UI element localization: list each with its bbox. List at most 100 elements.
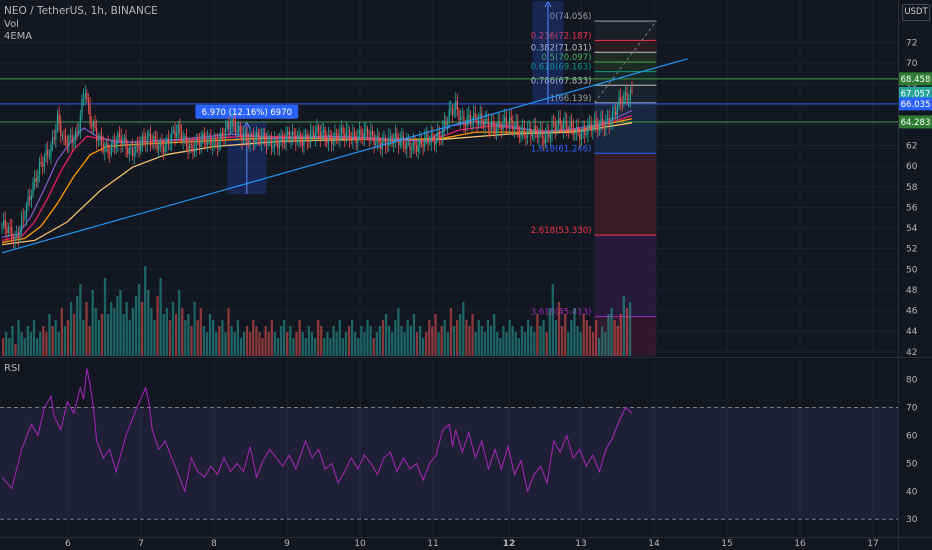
volume-bar [375, 332, 378, 356]
volume-bar [128, 320, 131, 356]
candle-body [322, 129, 325, 132]
volume-bar [425, 332, 428, 356]
candle-body [71, 135, 73, 143]
candle-body [96, 128, 98, 141]
candle-body [370, 131, 372, 139]
volume-indicator-label[interactable]: Vol [4, 19, 19, 30]
price-tag-box [899, 115, 932, 129]
candle-body [63, 135, 65, 137]
candle-body [24, 217, 26, 219]
candle-body [368, 137, 370, 139]
candle-body [546, 131, 548, 134]
volume-bar [45, 332, 48, 356]
volume-bar [279, 326, 283, 356]
fib-zone [594, 21, 657, 41]
candle-body [492, 122, 494, 126]
rsi-tick-label: 70 [906, 403, 918, 413]
candle-body [167, 138, 170, 144]
candle-body [549, 134, 551, 138]
time-tick-label: 11 [427, 539, 438, 549]
fib-extension-tool[interactable]: 0(74.056) 0.236(72.187) 0.382(71.031)0.5(7… [531, 12, 657, 356]
candle-body [34, 178, 36, 182]
candle-body [184, 135, 186, 138]
candle-body [331, 135, 333, 144]
price-tick-label: 72 [906, 38, 917, 48]
candle-body [81, 98, 83, 116]
candle-body [340, 127, 343, 134]
currency-button[interactable]: USDT [902, 4, 930, 21]
candle-body [629, 89, 631, 100]
candle-body [246, 132, 248, 142]
volume-bar [233, 332, 236, 356]
candle-body [515, 122, 517, 128]
volume-bar [97, 320, 101, 356]
volume-bar [323, 338, 326, 356]
candle-body [256, 132, 258, 140]
candle-body [353, 132, 356, 136]
candle-body [432, 134, 434, 137]
candle-body [469, 114, 472, 124]
fib-level-label: 0.786(67.833) [531, 76, 592, 86]
trendline[interactable] [1, 58, 688, 254]
candle-body [399, 140, 401, 146]
candle-body [1, 224, 3, 226]
candle-body [169, 142, 171, 144]
candle-body [373, 134, 375, 146]
candle-body [198, 141, 201, 147]
volume-bar [168, 320, 172, 356]
candle-body [136, 143, 139, 146]
candle-body [43, 156, 46, 167]
volume-bar [508, 320, 511, 356]
measure-label-box [195, 104, 299, 119]
candle-body [306, 134, 308, 142]
candle-body [177, 124, 179, 133]
candle-body [623, 94, 625, 104]
candle-body [610, 121, 612, 126]
candle-body [363, 131, 365, 140]
candle-body [494, 125, 496, 134]
volume-bar [551, 284, 554, 356]
fib-level-label: 0(74.056) [550, 12, 592, 22]
volume-bar [187, 314, 190, 356]
volume-bar [564, 314, 567, 356]
volume-bar [338, 320, 341, 356]
volume-bar [360, 326, 363, 356]
volume-bar [249, 332, 252, 356]
volume-bar [344, 332, 348, 356]
volume-bar [363, 332, 366, 356]
candle-body [562, 122, 565, 130]
candle-body [16, 234, 18, 236]
candle-body [430, 134, 432, 143]
candle-body [210, 136, 212, 146]
candle-body [244, 132, 246, 136]
candle-body [114, 142, 116, 149]
rsi-label[interactable]: RSI [4, 363, 21, 374]
volume-bar [542, 320, 545, 356]
candle-body [427, 134, 429, 143]
candle-body [505, 117, 507, 126]
volume-bar [539, 326, 542, 356]
measure-tools[interactable]: 6.970 (12.16%) 69708.052 (12.21%) 8052 [195, 0, 599, 194]
candle-body [479, 113, 481, 120]
candle-body [48, 155, 50, 157]
price-tick-label: 52 [906, 245, 917, 255]
candle-body [260, 137, 263, 144]
volume-bar [14, 344, 17, 356]
rsi-line [1, 368, 633, 494]
fib-zone [594, 234, 657, 317]
candle-body [223, 136, 225, 139]
candle-body [300, 134, 302, 141]
volume-bar [428, 320, 431, 356]
ema-indicator-label[interactable]: 4EMA [4, 31, 33, 42]
volume-bar [307, 326, 311, 356]
candle-body [334, 132, 336, 142]
candle-body [283, 141, 285, 144]
volume-bar [39, 332, 42, 356]
candle-body [525, 135, 527, 138]
volume-bar [366, 320, 369, 356]
volume-bar [594, 320, 598, 356]
volume-bar [162, 314, 165, 356]
candle-body [195, 138, 197, 149]
candle-body [499, 121, 501, 127]
